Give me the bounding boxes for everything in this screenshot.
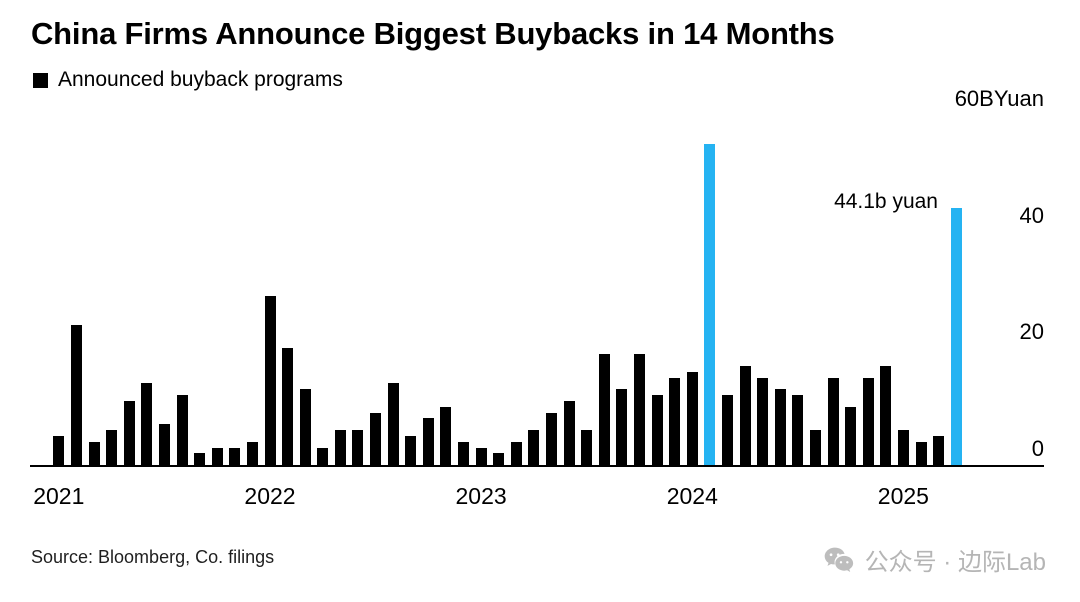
bar xyxy=(827,377,839,465)
x-axis-tick-label: 2023 xyxy=(455,483,507,509)
x-axis-tick-label: 2022 xyxy=(244,483,296,509)
watermark: 公众号 · 边际Lab xyxy=(823,542,1046,577)
chart-title: China Firms Announce Biggest Buybacks in… xyxy=(31,16,835,51)
bar xyxy=(334,430,346,465)
bar xyxy=(546,412,557,465)
x-axis-tick-label: 2021 xyxy=(33,483,85,509)
watermark-text: 公众号 · 边际Lab xyxy=(864,549,1046,576)
bar xyxy=(370,412,381,465)
bar xyxy=(475,447,487,465)
legend-label: Announced buyback programs xyxy=(58,68,343,91)
x-axis-tick-label: 2024 xyxy=(666,483,718,509)
bar xyxy=(809,430,821,465)
bar xyxy=(581,430,593,465)
bar xyxy=(686,371,698,465)
bar xyxy=(722,395,733,465)
annotation-label: 44.1b yuan xyxy=(834,190,938,213)
bar xyxy=(598,354,610,465)
bar xyxy=(352,430,364,465)
bar xyxy=(440,406,452,465)
x-axis-tick-label: 2025 xyxy=(877,483,929,509)
wechat-icon xyxy=(824,547,853,572)
bar xyxy=(915,441,927,465)
legend: Announced buyback programs xyxy=(33,68,343,92)
bar xyxy=(53,435,65,465)
bar xyxy=(757,377,769,465)
bar xyxy=(563,400,575,465)
bar xyxy=(528,430,540,465)
bar xyxy=(176,395,188,465)
bar xyxy=(933,435,945,465)
y-axis-tick-label: 20 xyxy=(1019,319,1044,345)
bar xyxy=(282,348,293,465)
bar xyxy=(897,430,909,465)
x-axis-line xyxy=(30,465,1044,467)
bar xyxy=(211,447,223,465)
y-axis-tick-label: 40 xyxy=(1019,202,1044,228)
bar xyxy=(264,295,276,465)
bar xyxy=(123,400,135,465)
bar xyxy=(510,441,522,465)
bar xyxy=(158,424,170,465)
bar xyxy=(317,447,329,465)
bar xyxy=(141,383,153,465)
bar xyxy=(651,395,663,465)
source-note: Source: Bloomberg, Co. filings xyxy=(31,547,275,567)
bar xyxy=(792,395,804,465)
bar xyxy=(422,418,434,465)
highlighted-bar xyxy=(704,144,716,465)
bar xyxy=(634,354,645,465)
bar xyxy=(229,447,241,465)
bar xyxy=(194,453,206,465)
bar xyxy=(862,377,874,465)
bar xyxy=(845,406,857,465)
plot-area xyxy=(50,115,965,465)
highlighted-bar xyxy=(950,207,962,465)
bar xyxy=(493,453,505,465)
bar xyxy=(88,441,100,465)
y-axis-tick-label: 60BYuan xyxy=(954,86,1044,111)
bar xyxy=(739,365,751,465)
bar xyxy=(616,389,628,465)
bar xyxy=(387,383,399,465)
bar xyxy=(669,377,681,465)
bar xyxy=(299,389,311,465)
bar xyxy=(70,325,82,465)
bar xyxy=(246,441,258,465)
bar xyxy=(880,365,892,465)
legend-swatch-icon xyxy=(33,72,48,88)
bar xyxy=(405,435,417,465)
bar xyxy=(458,441,469,465)
bar xyxy=(774,389,786,465)
bar xyxy=(106,430,118,465)
y-axis-tick-label: 0 xyxy=(1031,436,1044,461)
